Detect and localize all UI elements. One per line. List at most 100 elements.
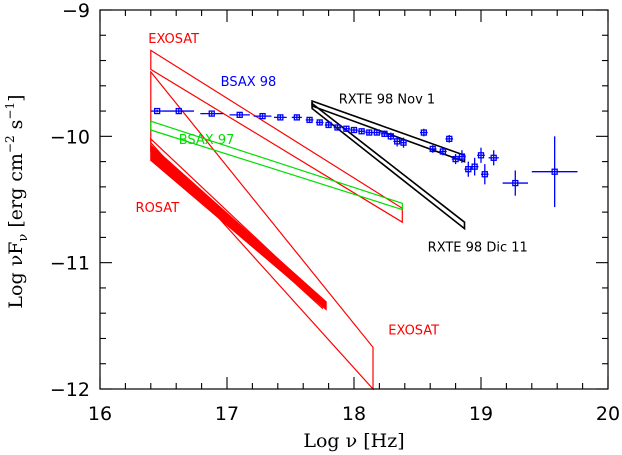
x-tick-label: 20 [596,403,620,425]
y-tick-label: −10 [50,126,90,148]
bsax98-point-21 [428,145,437,153]
data-point-marker [236,111,243,119]
annotation-bsax-98: BSAX 98 [221,75,277,90]
data-point-marker [334,124,341,131]
y-axis-label-exp2: −1 [3,102,17,120]
bsax98-errorbar-layer [150,107,578,208]
bsax98-point-32 [531,136,578,208]
bsax98-point-11 [342,125,351,132]
x-tick-label: 17 [215,403,239,425]
data-point-marker [551,168,558,175]
bsax98-point-14 [365,129,374,136]
data-point-marker [325,121,332,129]
data-point-marker [350,126,358,134]
x-tick-label: 16 [88,403,112,425]
annotation-exosat: EXOSAT [148,32,199,47]
series-rxte-98-nov-1-5 [311,99,466,163]
annotation-rxte-98-nov-1: RXTE 98 Nov 1 [339,92,435,107]
bsax98-point-22 [439,147,447,156]
y-axis-label-mid: s [5,120,27,136]
series-exosat-0 [150,49,403,224]
data-point-marker [420,129,428,136]
bsax98-point-3 [229,111,250,119]
data-point-marker [490,154,497,161]
y-tick-label: −11 [50,253,90,275]
y-tick-label: −9 [62,0,90,22]
x-axis: 16 17 18 19 20 [88,10,620,425]
bsax98-point-27 [470,157,479,176]
data-point-marker [458,153,466,160]
annotation-exosat: EXOSAT [388,324,439,339]
data-point-marker [259,112,266,120]
bsax98-point-10 [333,124,342,131]
y-axis-label-main: Log νF [5,242,27,309]
x-tick-label: 18 [342,403,366,425]
bsax98-point-31 [502,170,528,196]
data-point-marker [387,133,394,140]
bsax98-point-15 [373,129,381,136]
bsax98-point-4 [253,112,272,120]
data-point-marker [366,129,373,136]
bsax98-point-29 [481,164,489,185]
y-axis-label-exp1: −2 [3,135,17,153]
bsax98-point-26 [464,161,473,177]
x-axis-label: Log ν [Hz] [303,430,404,452]
bsax98-point-19 [400,137,407,148]
x-tick-label: 19 [469,403,493,425]
bsax98-point-28 [477,147,485,163]
series-bsax-97-4 [150,120,403,211]
bsax98-point-16 [380,130,389,137]
bsax98-point-25 [458,150,466,163]
data-point-marker [306,116,313,124]
y-axis-label: Log νFν [erg cm−2 s−1] [3,94,31,308]
data-point-marker [465,166,472,173]
bsax98-point-13 [357,128,366,135]
annotation-rxte-98-dic-11: RXTE 98 Dic 11 [428,240,528,255]
bsax98-point-0 [150,107,164,115]
annotation-layer: EXOSAT BSAX 98 RXTE 98 Nov 1 BSAX 97 ROSAT RX… [136,32,528,339]
data-point-marker [400,139,407,146]
annotation-bsax-97: BSAX 97 [179,133,235,148]
bsax98-point-23 [445,135,454,143]
bsax98-point-9 [324,121,333,129]
data-point-marker [481,171,488,178]
annotation-rosat: ROSAT [136,201,180,216]
data-point-marker [381,130,388,137]
data-point-marker [512,179,519,187]
data-point-marker [208,110,215,117]
data-point-marker [175,107,182,115]
data-point-marker [394,138,401,145]
data-point-marker [477,152,485,159]
data-point-marker [429,145,436,153]
data-point-marker [277,114,284,121]
data-point-marker [293,114,301,121]
y-tick-label: −12 [50,379,90,401]
series-layer [150,49,466,391]
y-axis-label-units: [erg cm [5,153,27,228]
data-point-marker [471,163,478,170]
data-point-marker [343,125,350,132]
series-rxte-98-dic-11-6 [311,101,466,231]
bsax98-point-1 [163,107,194,115]
data-point-marker [373,129,381,136]
bsax98-point-6 [291,114,302,121]
bsax98-point-2 [200,110,224,117]
bsax98-point-17 [387,132,395,141]
bsax98-point-7 [305,116,314,124]
bsax98-point-8 [315,119,324,126]
data-point-marker [358,128,365,135]
bsax98-point-12 [350,126,358,134]
data-point-marker [153,107,161,115]
y-axis-label-close: ] [5,94,27,101]
bsax98-point-24 [451,154,460,165]
bsax98-point-18 [393,136,401,147]
bsax98-point-20 [420,128,428,137]
y-axis: −9 −10 −11 −12 [50,0,608,401]
y-axis-label-sub: ν [16,234,31,242]
bsax98-point-5 [273,114,287,121]
series-rosat-3 [150,143,327,311]
data-point-marker [452,155,459,163]
data-point-marker [446,135,453,143]
